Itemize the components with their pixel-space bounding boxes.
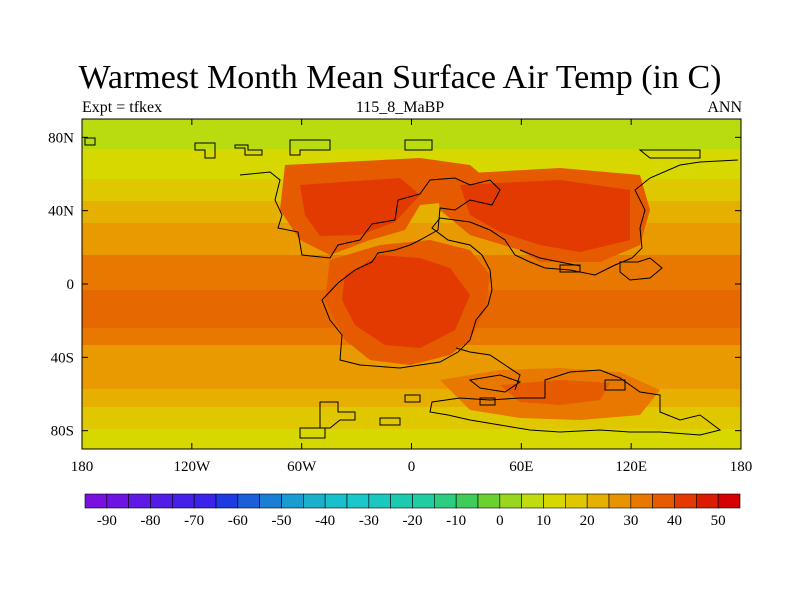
- colorbar-swatch: [630, 493, 653, 509]
- colorbar-swatch: [696, 493, 719, 509]
- colorbar-swatch: [106, 493, 129, 509]
- y-tick-label: 80S: [51, 424, 74, 440]
- colorbar-swatch: [237, 493, 260, 509]
- colorbar-swatch: [586, 493, 610, 509]
- colorbar-swatch: [150, 493, 173, 509]
- colorbar-label: -40: [315, 513, 335, 529]
- y-axis-ticks: 80N 40N 0 40S 80S: [48, 130, 741, 440]
- experiment-label: Expt = tfkex: [82, 99, 163, 116]
- colorbar-label: 40: [667, 513, 682, 529]
- map-title: Warmest Month Mean Surface Air Temp (in …: [78, 59, 722, 96]
- colorbar-swatch: [477, 493, 501, 509]
- colorbar-swatch: [390, 493, 413, 509]
- colorbar-label: 30: [623, 513, 638, 529]
- colorbar-label: -60: [228, 513, 248, 529]
- colorbar-label: -30: [359, 513, 379, 529]
- y-tick-label: 40S: [51, 350, 74, 366]
- colorbar-label: -90: [97, 513, 117, 529]
- colorbar: -90 -80 -70 -60 -50 -40 -30 -20 -10 0 10 20 30 40 50: [84, 493, 741, 529]
- colorbar-label: 0: [496, 513, 504, 529]
- colorbar-label: -80: [141, 513, 161, 529]
- colorbar-swatch: [84, 493, 108, 509]
- colorbar-swatch: [521, 493, 544, 509]
- colorbar-swatch: [543, 493, 566, 509]
- colorbar-swatch: [303, 493, 326, 509]
- colorbar-swatch: [565, 493, 588, 509]
- colorbar-swatch: [674, 493, 697, 509]
- x-tick-label: 120W: [173, 459, 211, 475]
- colorbar-label: 50: [711, 513, 726, 529]
- colorbar-label: -70: [184, 513, 204, 529]
- x-tick-label: 180: [71, 459, 94, 475]
- x-tick-label: 60W: [287, 459, 317, 475]
- colorbar-label: -50: [272, 513, 292, 529]
- colorbar-swatch: [259, 493, 282, 509]
- y-tick-label: 40N: [48, 204, 74, 220]
- colorbar-swatch: [652, 493, 675, 509]
- colorbar-swatch: [499, 493, 522, 509]
- colorbar-swatch: [193, 493, 217, 509]
- x-tick-label: 180: [730, 459, 753, 475]
- colorbar-label: -20: [403, 513, 423, 529]
- x-tick-label: 0: [408, 459, 416, 475]
- y-tick-label: 0: [67, 277, 75, 293]
- colorbar-swatch: [608, 493, 632, 509]
- colorbar-swatch: [215, 493, 239, 509]
- colorbar-swatch: [172, 493, 195, 509]
- colorbar-swatch: [281, 493, 304, 509]
- colorbar-label: 20: [580, 513, 595, 529]
- temperature-field: [82, 119, 741, 449]
- colorbar-swatch: [324, 493, 348, 509]
- colorbar-swatch: [455, 493, 479, 509]
- season-label: ANN: [707, 99, 742, 116]
- colorbar-swatch: [128, 493, 151, 509]
- colorbar-swatch: [368, 493, 391, 509]
- colorbar-swatch: [412, 493, 435, 509]
- colorbar-label: -10: [446, 513, 466, 529]
- x-tick-label: 60E: [509, 459, 533, 475]
- x-axis-ticks: 180 120W 60W 0 60E 120E 180: [71, 119, 753, 475]
- colorbar-swatch: [717, 493, 741, 509]
- coastlines: [84, 137, 739, 439]
- colorbar-label: 10: [536, 513, 551, 529]
- colorbar-swatch: [346, 493, 370, 509]
- colorbar-swatch: [434, 493, 457, 509]
- y-tick-label: 80N: [48, 130, 74, 146]
- x-tick-label: 120E: [615, 459, 647, 475]
- age-label: 115_8_MaBP: [355, 99, 445, 116]
